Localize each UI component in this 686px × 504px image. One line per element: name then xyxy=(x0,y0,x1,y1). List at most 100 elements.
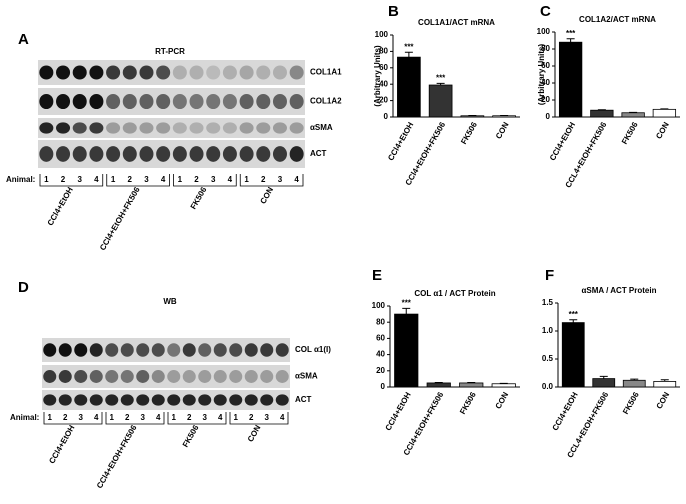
bar xyxy=(653,380,677,388)
band xyxy=(120,370,134,383)
lane-label: 4 xyxy=(94,175,99,184)
band xyxy=(89,394,103,406)
y-tick-label: 100 xyxy=(537,27,551,36)
chart-title: COL1A1/ACT mRNA xyxy=(418,18,495,27)
lane-label: 3 xyxy=(278,175,283,184)
error-bar xyxy=(569,319,578,323)
band xyxy=(106,93,121,110)
animal-label: Animal: xyxy=(10,413,39,422)
x-tick-label: CON xyxy=(655,390,672,410)
bar xyxy=(561,322,585,388)
blot-strip xyxy=(42,390,290,410)
band xyxy=(136,370,150,383)
band xyxy=(222,146,237,162)
bar xyxy=(590,109,614,118)
group-bracket xyxy=(229,412,289,425)
band xyxy=(156,122,171,134)
y-tick-label: 0.5 xyxy=(542,354,554,363)
band xyxy=(39,93,54,110)
y-tick-label: 40 xyxy=(376,350,385,359)
band xyxy=(139,93,154,110)
band xyxy=(89,122,104,134)
y-tick-label: 60 xyxy=(379,63,388,72)
band xyxy=(156,65,171,80)
band xyxy=(229,343,243,357)
error-bar xyxy=(599,375,608,379)
band xyxy=(260,343,274,357)
group-bracket xyxy=(106,174,170,187)
y-tick-label: 20 xyxy=(541,95,550,104)
blot-strip xyxy=(42,365,290,388)
lane-label: 1 xyxy=(48,413,53,422)
y-tick-label: 80 xyxy=(541,44,550,53)
lane-label: 4 xyxy=(156,413,161,422)
y-tick-label: 60 xyxy=(541,61,550,70)
band xyxy=(105,394,119,406)
band xyxy=(172,93,187,110)
band xyxy=(56,122,71,134)
y-tick-label: 20 xyxy=(379,96,388,105)
band xyxy=(239,93,254,110)
band xyxy=(189,122,204,134)
lane-label: 3 xyxy=(211,175,216,184)
band xyxy=(244,394,258,406)
band xyxy=(239,65,254,80)
band xyxy=(198,370,212,383)
band xyxy=(106,122,121,134)
band xyxy=(289,146,304,162)
group-bracket xyxy=(239,174,304,187)
significance: *** xyxy=(569,310,579,319)
row-label: αSMA xyxy=(310,123,333,132)
x-tick-label: FK506 xyxy=(620,120,640,146)
row-label: COL1A1 xyxy=(310,68,342,77)
band xyxy=(39,122,54,134)
x-tick-label: CON xyxy=(654,120,671,140)
band xyxy=(39,146,54,162)
panel-letter: E xyxy=(372,267,382,284)
band xyxy=(272,122,287,134)
significance: *** xyxy=(566,29,576,38)
bar xyxy=(592,378,616,388)
band xyxy=(120,394,134,406)
lane-label: 4 xyxy=(280,413,285,422)
lane-label: 2 xyxy=(194,175,199,184)
y-tick-label: 100 xyxy=(372,301,386,310)
band xyxy=(272,146,287,162)
y-axis-label: (Arbitrary Units) xyxy=(537,43,546,105)
bar xyxy=(459,382,484,388)
y-tick-label: 100 xyxy=(375,30,389,39)
row-label: COL1A2 xyxy=(310,97,342,106)
band xyxy=(256,122,271,134)
lane-label: 4 xyxy=(161,175,166,184)
band xyxy=(139,122,154,134)
blot-strip xyxy=(38,118,305,138)
band xyxy=(260,370,274,383)
lane-label: 1 xyxy=(44,175,49,184)
band xyxy=(213,394,227,406)
lane-label: 2 xyxy=(125,413,130,422)
error-bar xyxy=(436,82,445,86)
y-tick-label: 80 xyxy=(376,317,385,326)
lane-label: 2 xyxy=(187,413,192,422)
blot-title: WB xyxy=(163,297,177,306)
x-tick-label: CCl4+EtOH xyxy=(548,120,577,162)
lane-label: 1 xyxy=(244,175,249,184)
bar xyxy=(426,382,451,388)
lane-label: 2 xyxy=(249,413,254,422)
bar xyxy=(652,108,677,118)
band xyxy=(136,343,150,357)
band xyxy=(74,394,88,406)
band xyxy=(272,93,287,110)
row-label: COL α1(I) xyxy=(295,345,331,354)
panel-letter: C xyxy=(540,3,551,20)
band xyxy=(275,343,289,357)
row-label: ACT xyxy=(295,395,312,404)
x-tick-label: CON xyxy=(494,120,511,140)
band xyxy=(156,93,171,110)
band xyxy=(182,343,196,357)
group-label: CCl4+EtOH+FK506 xyxy=(98,185,142,252)
band xyxy=(151,394,165,406)
bar xyxy=(428,84,453,118)
lane-label: 1 xyxy=(111,175,116,184)
